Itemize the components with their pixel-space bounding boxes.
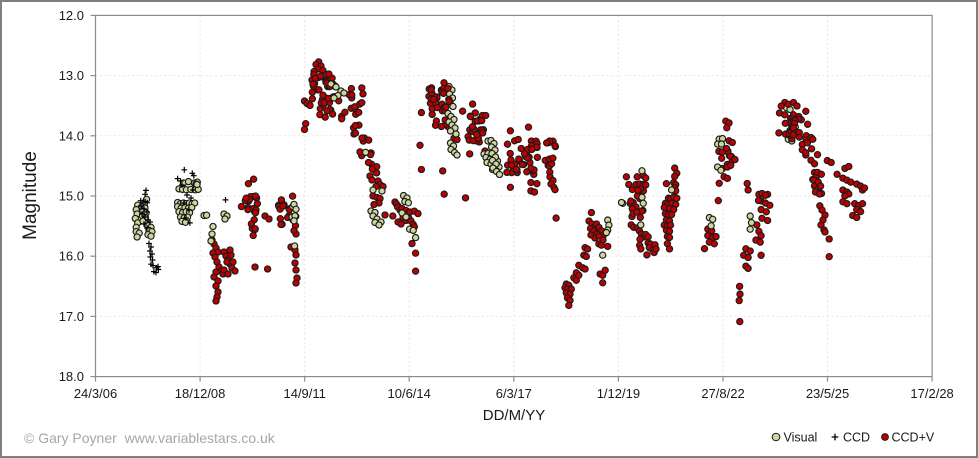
svg-text:Visual: Visual bbox=[784, 431, 818, 445]
svg-text:CCD+V: CCD+V bbox=[892, 431, 935, 445]
svg-text:23/5/25: 23/5/25 bbox=[806, 386, 849, 401]
svg-text:12.0: 12.0 bbox=[59, 8, 84, 23]
svg-text:Magnitude: Magnitude bbox=[20, 151, 41, 240]
svg-text:17.0: 17.0 bbox=[59, 309, 84, 324]
svg-text:27/8/22: 27/8/22 bbox=[701, 386, 744, 401]
svg-text:13.0: 13.0 bbox=[59, 68, 84, 83]
svg-text:16.0: 16.0 bbox=[59, 249, 84, 264]
svg-text:14/9/11: 14/9/11 bbox=[283, 386, 325, 401]
svg-text:6/3/17: 6/3/17 bbox=[496, 386, 532, 401]
svg-text:CCD: CCD bbox=[843, 431, 870, 445]
svg-text:18/12/08: 18/12/08 bbox=[175, 386, 226, 401]
svg-text:© Gary Poyner www.variablesta: © Gary Poyner www.variablestars.co.uk bbox=[24, 430, 276, 446]
svg-text:24/3/06: 24/3/06 bbox=[74, 386, 117, 401]
svg-text:DD/M/YY: DD/M/YY bbox=[483, 407, 546, 424]
svg-text:15.0: 15.0 bbox=[59, 189, 84, 204]
svg-text:14.0: 14.0 bbox=[59, 128, 84, 143]
svg-text:17/2/28: 17/2/28 bbox=[910, 386, 953, 401]
svg-text:10/6/14: 10/6/14 bbox=[388, 386, 431, 401]
svg-text:18.0: 18.0 bbox=[59, 369, 84, 384]
svg-text:1/12/19: 1/12/19 bbox=[597, 386, 640, 401]
